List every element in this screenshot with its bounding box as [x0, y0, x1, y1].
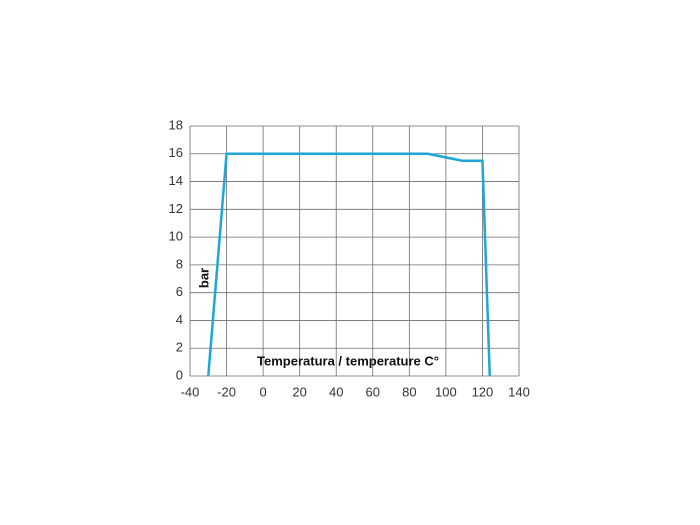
y-tick-label: 10 [169, 229, 183, 244]
y-tick-label: 16 [169, 145, 183, 160]
x-tick-label: 0 [259, 384, 266, 399]
x-tick-label: 120 [472, 384, 494, 399]
x-tick-label: 80 [402, 384, 416, 399]
x-axis-label: Temperatura / temperature C° [257, 353, 439, 368]
y-tick-label: 0 [176, 367, 183, 382]
x-tick-label: 60 [366, 384, 380, 399]
x-tick-label: -40 [181, 384, 200, 399]
y-tick-label: 4 [176, 312, 183, 327]
y-tick-label: 12 [169, 201, 183, 216]
y-tick-label: 18 [169, 117, 183, 132]
x-tick-label: 40 [329, 384, 343, 399]
y-tick-label: 2 [176, 340, 183, 355]
y-tick-label: 14 [169, 173, 183, 188]
x-tick-label: 140 [508, 384, 530, 399]
x-tick-label: 100 [435, 384, 457, 399]
y-tick-label: 6 [176, 284, 183, 299]
x-tick-label: -20 [217, 384, 236, 399]
y-axis-label: bar [196, 268, 211, 288]
data-line [207, 152, 492, 377]
y-tick-label: 8 [176, 256, 183, 271]
x-tick-label: 20 [292, 384, 306, 399]
